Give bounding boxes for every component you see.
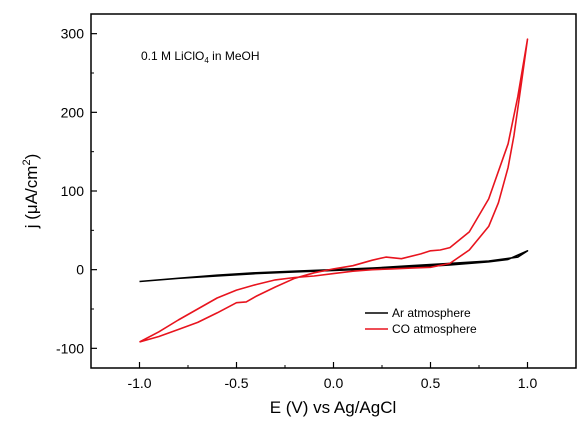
tick-labels: -1.0 -0.5 0.0 0.5 1.0 -100 0 100 200 300 <box>56 26 537 391</box>
y-tick-label: 100 <box>61 183 85 199</box>
y-axis-title: j (μA/cm2) <box>21 154 41 230</box>
legend: Ar atmosphere CO atmosphere <box>365 306 477 336</box>
x-tick-label: -0.5 <box>224 375 248 391</box>
x-tick-label: 0.0 <box>324 375 344 391</box>
y-axis-title-unit: A/cm <box>22 166 41 205</box>
y-tick-label: 0 <box>76 262 84 278</box>
x-tick-label: 0.5 <box>421 375 441 391</box>
series-line-ar <box>139 250 529 283</box>
y-axis-title-close: ) <box>22 154 41 160</box>
annotation-tail: in MeOH <box>209 49 260 63</box>
annotation-sub: 4 <box>204 56 209 65</box>
x-tick-label: -1.0 <box>127 375 151 391</box>
y-tick-label: -100 <box>56 340 84 356</box>
y-tick-label: 200 <box>61 104 85 120</box>
y-axis-title-main: j ( <box>22 214 41 230</box>
electrolyte-annotation: 0.1 M LiClO4 in MeOH <box>141 49 260 65</box>
x-axis-title: E (V) vs Ag/AgCl <box>270 398 397 417</box>
legend-label-co: CO atmosphere <box>392 322 477 336</box>
axis-ticks <box>91 33 529 368</box>
annotation-main: 0.1 M LiClO <box>141 49 204 63</box>
series-line-co <box>139 38 529 343</box>
plot-frame <box>90 13 577 369</box>
x-tick-label: 1.0 <box>518 375 538 391</box>
y-axis-title-sup: 2 <box>21 159 33 165</box>
y-axis-title-mu: μ <box>22 204 41 214</box>
y-tick-label: 300 <box>61 26 85 42</box>
series-lines <box>139 38 529 343</box>
legend-label-ar: Ar atmosphere <box>392 306 471 320</box>
